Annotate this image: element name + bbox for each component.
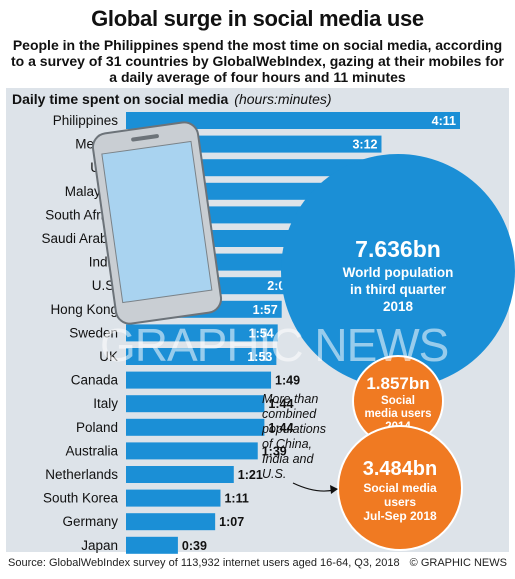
value-label: 1:44: [268, 421, 293, 435]
category-label: Italy: [93, 396, 118, 411]
world-population-label: in third quarter: [350, 282, 447, 297]
category-label: UK: [99, 349, 118, 364]
phone-speaker: [131, 134, 159, 142]
world-population-label: World population: [343, 265, 454, 280]
credit: © GRAPHIC NEWS: [409, 557, 507, 569]
bar: [126, 536, 178, 554]
comparison-note: of China,: [262, 437, 312, 451]
users-2018-label: users: [384, 495, 416, 509]
category-label: Canada: [71, 373, 119, 388]
category-label: South Korea: [43, 491, 119, 506]
bar: [126, 489, 221, 507]
category-label: South Africa: [45, 207, 118, 222]
users-2014-label: Social: [381, 395, 415, 407]
bar: [126, 442, 258, 460]
value-label: 1:53: [247, 350, 272, 364]
note-arrow: [292, 482, 335, 492]
source-note: Source: GlobalWebIndex survey of 113,932…: [8, 557, 400, 569]
value-label: 0:39: [182, 539, 207, 553]
category-label: Philippines: [53, 113, 119, 128]
users-2014-value: 1.857bn: [366, 374, 429, 393]
category-label: Netherlands: [45, 467, 118, 482]
category-label: Australia: [65, 443, 118, 458]
value-label: 1:11: [224, 492, 248, 506]
comparison-note: More than: [262, 392, 318, 406]
world-population-circle: [281, 154, 515, 388]
value-label: 3:12: [352, 138, 377, 152]
bar: [126, 513, 216, 531]
page-title: Global surge in social media use: [91, 6, 424, 31]
category-label: Poland: [76, 420, 118, 435]
value-label: 1:49: [275, 374, 300, 388]
comparison-note: populations: [261, 422, 326, 436]
value-label: 1:54: [249, 326, 274, 340]
chart-title: Daily time spent on social media (hours:m…: [12, 91, 332, 107]
category-label: Saudi Arabia: [41, 231, 118, 246]
users-2014-label: media users: [364, 408, 431, 420]
users-2018-circle: [337, 425, 463, 551]
bar: [126, 371, 272, 389]
value-label: 1:39: [262, 444, 287, 458]
world-population-label: 2018: [383, 299, 414, 314]
category-label: Japan: [81, 538, 118, 553]
bar: [126, 395, 265, 413]
category-label: Hong Kong: [50, 302, 118, 317]
bar: [126, 324, 278, 342]
comparison-note: U.S.: [262, 467, 286, 481]
users-2018-label: Jul-Sep 2018: [363, 509, 437, 523]
category-label: Germany: [62, 514, 118, 529]
bar: [126, 348, 277, 365]
users-2018-value: 3.484bn: [363, 458, 437, 480]
users-2018-label: Social media: [363, 481, 437, 495]
phone-screen: [101, 140, 213, 304]
chart-title-text: Daily time spent on social media: [12, 91, 229, 107]
comparison-note: combined: [262, 407, 317, 421]
value-label: 1:44: [268, 397, 293, 411]
chart-unit: (hours:minutes): [234, 91, 332, 107]
value-label: 1:21: [238, 468, 263, 482]
bar: [126, 112, 460, 129]
note-arrowhead: [330, 485, 338, 494]
value-label: 4:11: [432, 114, 456, 128]
page-subtitle: People in the Philippines spend the most…: [11, 37, 504, 85]
bar: [126, 466, 234, 483]
value-label: 1:57: [253, 303, 278, 317]
category-label: Sweden: [69, 325, 118, 340]
value-label: 1:07: [219, 515, 244, 529]
world-population-value: 7.636bn: [355, 236, 441, 262]
comparison-note: India and: [262, 452, 314, 466]
bar: [126, 418, 265, 436]
